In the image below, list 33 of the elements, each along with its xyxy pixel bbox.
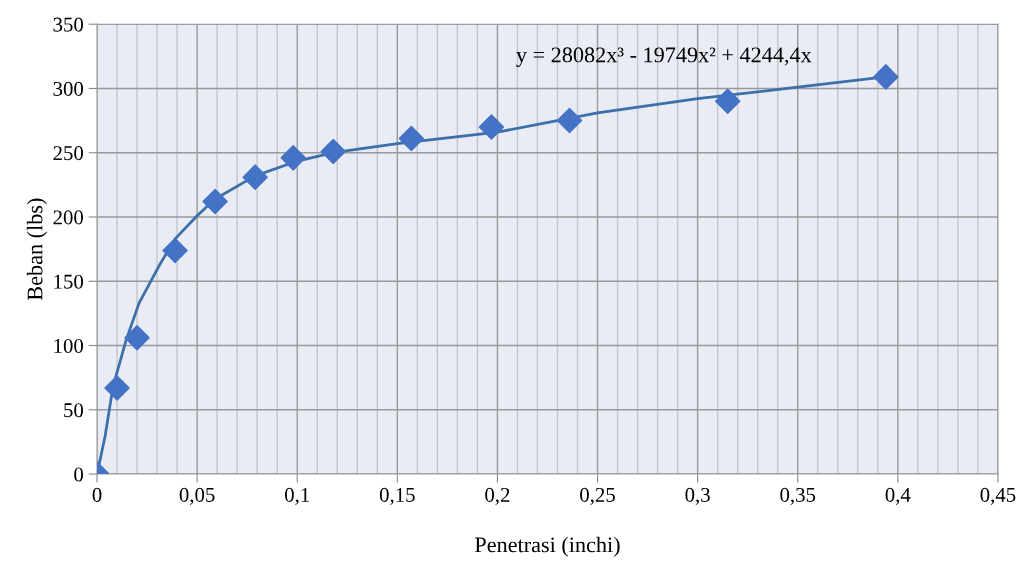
point [202,188,228,215]
y-tick-label: 0 [74,467,84,482]
x-tick-label: 0 [92,487,102,502]
point [478,114,505,140]
x-tick-label: 0,35 [780,487,816,505]
point [280,145,306,171]
x-tick-label: 0,4 [885,487,911,505]
point [556,107,583,134]
x-tick-label: 0,45 [980,487,1016,505]
y-tick-label: 100 [54,338,84,353]
annotation: y = 28082x³ - 19749x² + 4244,4x [516,47,812,67]
y-tick-label: 200 [53,210,84,225]
x-tick-label: 0,2 [485,487,510,505]
y-tick-label: 50 [64,403,84,418]
point [398,125,425,152]
y-tick-label: 150 [54,274,84,289]
y-tick-label: 300 [53,81,84,96]
x-tick-label: 0,1 [284,487,309,505]
x-tick-label: 0,05 [179,487,215,505]
y-tick-label: 350 [53,17,84,32]
x-tick-label: 0,25 [580,487,615,505]
point [242,164,268,190]
point [124,325,150,351]
point [162,237,188,264]
point [873,64,899,90]
x-tick-label: 0,15 [379,487,415,505]
y-axis-title: Beban (lbs) [26,198,48,301]
point [320,138,346,165]
x-axis-title: Penetrasi (inchi) [474,536,620,557]
point [104,375,130,401]
y-tick-label: 250 [53,146,84,161]
point [714,88,741,115]
x-tick-label: 0,3 [685,487,710,505]
